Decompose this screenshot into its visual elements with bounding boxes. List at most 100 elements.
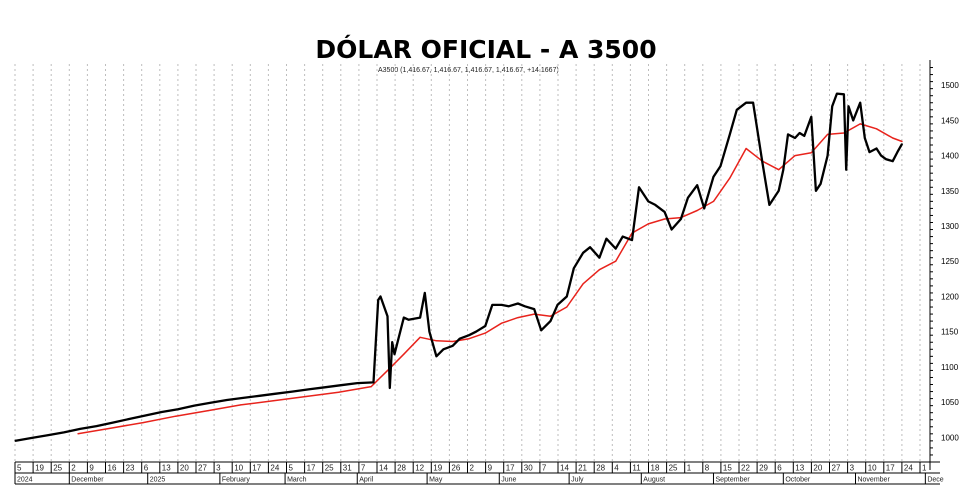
x-tick-label: 5 <box>17 464 22 473</box>
data-point-price <box>112 422 114 424</box>
x-tick-label: 8 <box>705 464 710 473</box>
data-point-price <box>533 308 535 310</box>
data-point-price <box>340 384 342 386</box>
x-tick-label: 5 <box>289 464 294 473</box>
data-point-price <box>307 388 309 390</box>
data-point-price <box>843 93 845 95</box>
data-point-price <box>852 119 854 121</box>
data-point-price <box>680 218 682 220</box>
x-tick-label: 21 <box>578 464 587 473</box>
data-point-price <box>820 183 822 185</box>
x-tick-label: 2 <box>71 464 76 473</box>
data-point-price <box>787 133 789 135</box>
x-tick-label: 17 <box>886 464 895 473</box>
data-point-price <box>435 355 437 357</box>
x-tick-label: 30 <box>524 464 533 473</box>
data-point-average <box>647 223 649 225</box>
data-point-price <box>631 239 633 241</box>
data-point-price <box>864 137 866 139</box>
y-tick-label: 1200 <box>941 292 959 301</box>
y-tick-label: 1500 <box>941 81 959 90</box>
month-label: August <box>643 477 665 484</box>
x-tick-label: 15 <box>723 464 732 473</box>
data-point-price <box>428 331 430 333</box>
data-point-average <box>859 123 861 125</box>
data-point-price <box>484 325 486 327</box>
month-label: May <box>429 477 443 484</box>
data-point-average <box>778 169 780 171</box>
data-point-average <box>305 395 307 398</box>
data-point-average <box>272 400 274 402</box>
data-point-average <box>712 200 715 202</box>
data-point-average <box>729 177 731 179</box>
y-tick-label: 1250 <box>941 257 959 266</box>
x-tick-label: 7 <box>361 464 366 473</box>
month-label: October <box>785 477 811 484</box>
data-point-average <box>827 133 829 135</box>
data-point-price <box>242 397 244 399</box>
x-tick-label: 10 <box>868 464 877 473</box>
data-point-price <box>736 109 738 111</box>
x-tick-label: 16 <box>108 464 117 473</box>
x-tick-label: 22 <box>741 464 750 473</box>
x-tick-label: 9 <box>89 464 94 473</box>
data-point-price <box>379 295 382 298</box>
data-point-price <box>875 147 878 150</box>
data-point-price <box>556 304 559 306</box>
data-point-average <box>484 332 486 334</box>
data-point-price <box>589 246 591 248</box>
x-tick-label: 23 <box>126 464 135 473</box>
x-tick-label: 20 <box>813 464 822 473</box>
data-point-price <box>419 317 421 319</box>
x-tick-label: 29 <box>759 464 768 473</box>
x-tick-label: 25 <box>325 464 334 473</box>
x-tick-label: 12 <box>415 464 424 473</box>
data-point-average <box>370 386 372 388</box>
data-point-price <box>501 304 503 306</box>
data-point-price <box>324 386 326 388</box>
x-tick-label: 1 <box>687 464 692 473</box>
chart-title: DÓLAR OFICIAL - A 3500 <box>315 34 656 64</box>
data-point-price <box>892 160 894 162</box>
y-tick-label: 1050 <box>941 398 959 407</box>
y-tick-label: 1000 <box>941 433 959 442</box>
data-point-price <box>803 135 805 137</box>
data-point-price <box>654 204 656 206</box>
month-label: December <box>71 477 104 484</box>
month-label: November <box>857 477 890 484</box>
data-point-price <box>275 393 277 395</box>
data-point-price <box>389 387 391 389</box>
axes: 1000 1050 1100 1150 1200 1250 1300 1350 1400 1450… <box>14 60 959 485</box>
data-point-average <box>582 283 584 285</box>
data-point-average <box>901 140 903 143</box>
data-point-price <box>30 437 32 439</box>
data-point-price <box>810 116 812 118</box>
data-point-price <box>475 331 477 333</box>
x-tick-label: 25 <box>53 464 62 473</box>
data-point-average <box>501 322 503 324</box>
data-point-price <box>468 334 470 336</box>
month-label: September <box>715 477 750 484</box>
x-tick-label: 19 <box>433 464 442 473</box>
x-tick-label: 13 <box>162 464 171 473</box>
data-point-price <box>831 105 833 107</box>
data-point-price <box>794 137 796 139</box>
data-point-price <box>761 162 764 164</box>
data-point-price <box>95 425 98 427</box>
data-point-price <box>622 236 624 238</box>
data-point-average <box>745 147 747 150</box>
grid <box>14 64 921 462</box>
month-label: Dece <box>927 477 943 484</box>
data-point-price <box>424 292 426 294</box>
data-point-price <box>524 305 526 307</box>
data-point-average <box>207 410 209 412</box>
data-point-average <box>452 340 454 343</box>
data-point-average <box>598 269 601 271</box>
data-point-average <box>240 404 242 406</box>
data-point-price <box>291 391 293 393</box>
data-point-price <box>79 428 81 430</box>
x-tick-label: 17 <box>252 464 261 473</box>
data-point-price <box>647 200 649 202</box>
month-label: March <box>287 477 307 484</box>
data-point-price <box>517 302 519 305</box>
